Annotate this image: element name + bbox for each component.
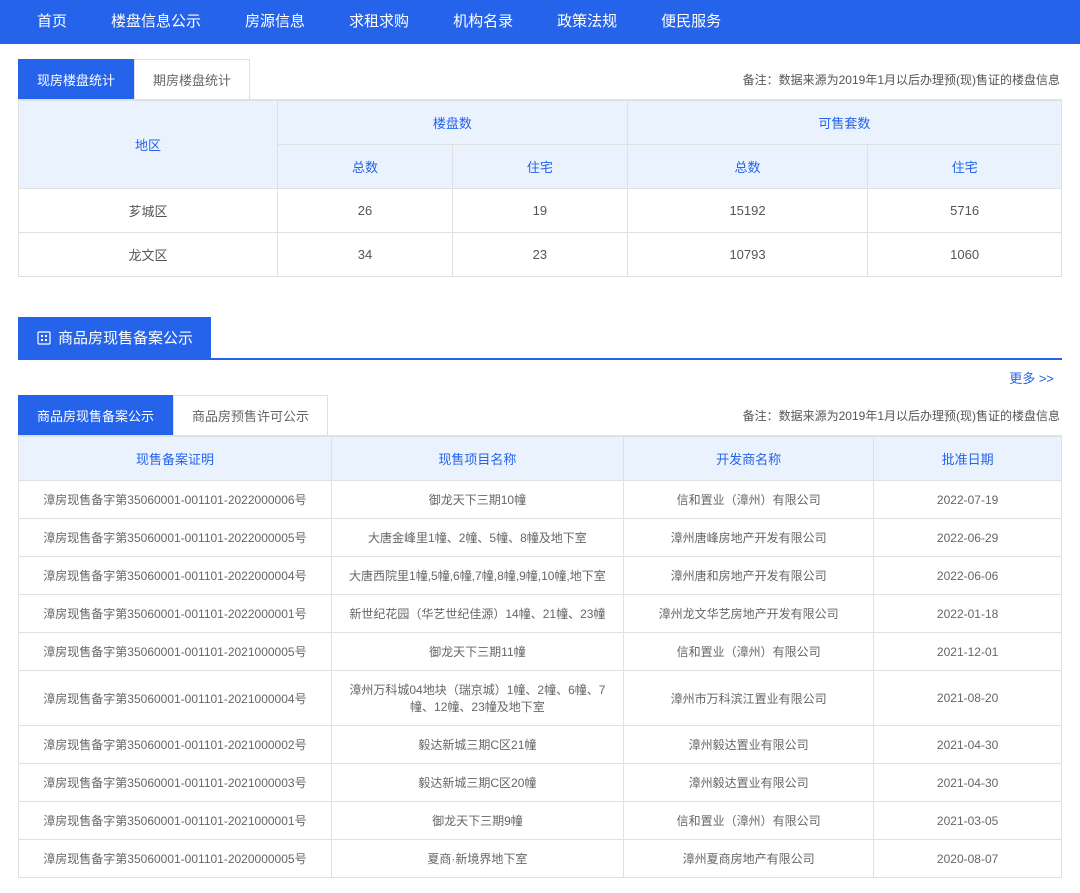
more-link[interactable]: 更多 >> bbox=[18, 360, 1062, 391]
cell-project: 漳州万科城04地块（瑞京城）1幢、2幢、6幢、7幢、12幢、23幢及地下室 bbox=[331, 671, 623, 726]
cell-project: 夏商·新境界地下室 bbox=[331, 840, 623, 878]
cell-project: 大唐金峰里1幢、2幢、5幢、8幢及地下室 bbox=[331, 519, 623, 557]
col-buildings: 楼盘数 bbox=[278, 101, 628, 145]
table-row[interactable]: 漳房现售备字第35060001-001101-2021000004号漳州万科城0… bbox=[19, 671, 1062, 726]
col-b-total: 总数 bbox=[278, 145, 453, 189]
records-tabs-row: 商品房现售备案公示 商品房预售许可公示 备注：数据来源为2019年1月以后办理预… bbox=[18, 395, 1062, 436]
records-section-header-wrap: 商品房现售备案公示 bbox=[18, 317, 1062, 360]
cell-date: 2021-04-30 bbox=[874, 726, 1062, 764]
cell-developer: 信和置业（漳州）有限公司 bbox=[623, 481, 873, 519]
cell-developer: 信和置业（漳州）有限公司 bbox=[623, 802, 873, 840]
cell-project: 毅达新城三期C区21幢 bbox=[331, 726, 623, 764]
cell-cert: 漳房现售备字第35060001-001101-2022000001号 bbox=[19, 595, 332, 633]
main-content: 现房楼盘统计 期房楼盘统计 备注：数据来源为2019年1月以后办理预(现)售证的… bbox=[0, 44, 1080, 893]
col-date: 批准日期 bbox=[874, 437, 1062, 481]
cell-cert: 漳房现售备字第35060001-001101-2020000005号 bbox=[19, 840, 332, 878]
cell-project: 大唐西院里1幢,5幢,6幢,7幢,8幢,9幢,10幢,地下室 bbox=[331, 557, 623, 595]
nav-item-1[interactable]: 楼盘信息公示 bbox=[89, 0, 223, 44]
cell-developer: 信和置业（漳州）有限公司 bbox=[623, 633, 873, 671]
table-row[interactable]: 漳房现售备字第35060001-001101-2022000001号新世纪花园（… bbox=[19, 595, 1062, 633]
building-icon bbox=[36, 330, 52, 346]
cell-cert: 漳房现售备字第35060001-001101-2021000002号 bbox=[19, 726, 332, 764]
table-row[interactable]: 漳房现售备字第35060001-001101-2022000004号大唐西院里1… bbox=[19, 557, 1062, 595]
col-a-total: 总数 bbox=[627, 145, 868, 189]
cell-developer: 漳州夏商房地产有限公司 bbox=[623, 840, 873, 878]
cell-date: 2022-07-19 bbox=[874, 481, 1062, 519]
nav-item-5[interactable]: 政策法规 bbox=[535, 0, 639, 44]
cell-bTotal: 26 bbox=[278, 189, 453, 233]
cell-region: 龙文区 bbox=[19, 233, 278, 277]
cell-project: 新世纪花园（华艺世纪佳源）14幢、21幢、23幢 bbox=[331, 595, 623, 633]
cell-project: 御龙天下三期11幢 bbox=[331, 633, 623, 671]
nav-item-0[interactable]: 首页 bbox=[15, 0, 89, 44]
stats-note: 备注：数据来源为2019年1月以后办理预(现)售证的楼盘信息 bbox=[743, 71, 1062, 88]
cell-developer: 漳州唐峰房地产开发有限公司 bbox=[623, 519, 873, 557]
records-note: 备注：数据来源为2019年1月以后办理预(现)售证的楼盘信息 bbox=[743, 407, 1062, 424]
top-nav: 首页楼盘信息公示房源信息求租求购机构名录政策法规便民服务 bbox=[0, 0, 1080, 44]
cell-date: 2021-03-05 bbox=[874, 802, 1062, 840]
nav-item-3[interactable]: 求租求购 bbox=[327, 0, 431, 44]
table-row[interactable]: 漳房现售备字第35060001-001101-2021000003号毅达新城三期… bbox=[19, 764, 1062, 802]
cell-cert: 漳房现售备字第35060001-001101-2021000003号 bbox=[19, 764, 332, 802]
table-row[interactable]: 漳房现售备字第35060001-001101-2022000005号大唐金峰里1… bbox=[19, 519, 1062, 557]
tab-presale-permit[interactable]: 商品房预售许可公示 bbox=[173, 395, 328, 435]
cell-date: 2020-08-07 bbox=[874, 840, 1062, 878]
cell-date: 2022-06-06 bbox=[874, 557, 1062, 595]
cell-developer: 漳州唐和房地产开发有限公司 bbox=[623, 557, 873, 595]
stats-table: 地区 楼盘数 可售套数 总数 住宅 总数 住宅 芗城区2619151925716… bbox=[18, 100, 1062, 277]
records-section-title: 商品房现售备案公示 bbox=[58, 327, 193, 348]
col-available: 可售套数 bbox=[627, 101, 1061, 145]
cell-cert: 漳房现售备字第35060001-001101-2021000004号 bbox=[19, 671, 332, 726]
col-a-res: 住宅 bbox=[868, 145, 1062, 189]
table-row[interactable]: 漳房现售备字第35060001-001101-2022000006号御龙天下三期… bbox=[19, 481, 1062, 519]
cell-cert: 漳房现售备字第35060001-001101-2022000005号 bbox=[19, 519, 332, 557]
cell-date: 2021-04-30 bbox=[874, 764, 1062, 802]
cell-developer: 漳州毅达置业有限公司 bbox=[623, 764, 873, 802]
cell-cert: 漳房现售备字第35060001-001101-2022000004号 bbox=[19, 557, 332, 595]
cell-developer: 漳州市万科滨江置业有限公司 bbox=[623, 671, 873, 726]
nav-item-6[interactable]: 便民服务 bbox=[639, 0, 743, 44]
col-cert: 现售备案证明 bbox=[19, 437, 332, 481]
cell-region: 芗城区 bbox=[19, 189, 278, 233]
cell-developer: 漳州毅达置业有限公司 bbox=[623, 726, 873, 764]
cell-bRes: 23 bbox=[452, 233, 627, 277]
records-table: 现售备案证明 现售项目名称 开发商名称 批准日期 漳房现售备字第35060001… bbox=[18, 436, 1062, 878]
table-row: 龙文区3423107931060 bbox=[19, 233, 1062, 277]
table-row[interactable]: 漳房现售备字第35060001-001101-2021000002号毅达新城三期… bbox=[19, 726, 1062, 764]
cell-bTotal: 34 bbox=[278, 233, 453, 277]
cell-bRes: 19 bbox=[452, 189, 627, 233]
table-row[interactable]: 漳房现售备字第35060001-001101-2020000005号夏商·新境界… bbox=[19, 840, 1062, 878]
col-b-res: 住宅 bbox=[452, 145, 627, 189]
records-section-header: 商品房现售备案公示 bbox=[18, 317, 211, 358]
tab-presale-stats[interactable]: 期房楼盘统计 bbox=[134, 59, 250, 99]
tab-current-stats[interactable]: 现房楼盘统计 bbox=[18, 59, 134, 99]
table-row[interactable]: 漳房现售备字第35060001-001101-2021000001号御龙天下三期… bbox=[19, 802, 1062, 840]
cell-developer: 漳州龙文华艺房地产开发有限公司 bbox=[623, 595, 873, 633]
cell-cert: 漳房现售备字第35060001-001101-2021000005号 bbox=[19, 633, 332, 671]
cell-aTotal: 15192 bbox=[627, 189, 868, 233]
cell-cert: 漳房现售备字第35060001-001101-2021000001号 bbox=[19, 802, 332, 840]
table-row: 芗城区2619151925716 bbox=[19, 189, 1062, 233]
col-region: 地区 bbox=[19, 101, 278, 189]
cell-project: 毅达新城三期C区20幢 bbox=[331, 764, 623, 802]
cell-date: 2022-01-18 bbox=[874, 595, 1062, 633]
cell-date: 2021-12-01 bbox=[874, 633, 1062, 671]
cell-aRes: 5716 bbox=[868, 189, 1062, 233]
cell-project: 御龙天下三期10幢 bbox=[331, 481, 623, 519]
nav-item-4[interactable]: 机构名录 bbox=[431, 0, 535, 44]
table-row[interactable]: 漳房现售备字第35060001-001101-2021000005号御龙天下三期… bbox=[19, 633, 1062, 671]
cell-aRes: 1060 bbox=[868, 233, 1062, 277]
col-developer: 开发商名称 bbox=[623, 437, 873, 481]
nav-item-2[interactable]: 房源信息 bbox=[223, 0, 327, 44]
cell-date: 2021-08-20 bbox=[874, 671, 1062, 726]
tab-current-records[interactable]: 商品房现售备案公示 bbox=[18, 395, 173, 435]
cell-cert: 漳房现售备字第35060001-001101-2022000006号 bbox=[19, 481, 332, 519]
cell-aTotal: 10793 bbox=[627, 233, 868, 277]
cell-date: 2022-06-29 bbox=[874, 519, 1062, 557]
stats-tabs-row: 现房楼盘统计 期房楼盘统计 备注：数据来源为2019年1月以后办理预(现)售证的… bbox=[18, 59, 1062, 100]
col-project: 现售项目名称 bbox=[331, 437, 623, 481]
cell-project: 御龙天下三期9幢 bbox=[331, 802, 623, 840]
